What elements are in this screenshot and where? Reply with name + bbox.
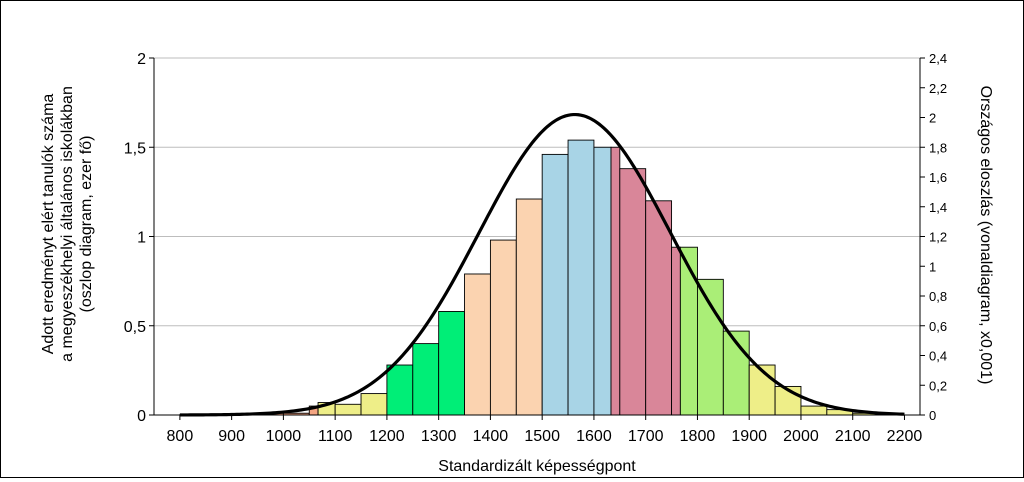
x-tick-label: 1900 [731,428,767,445]
y2-tick-label: 0 [929,408,936,423]
bar-9 [387,365,413,415]
bar-15 [542,154,568,415]
y-tick-label: 0 [137,408,146,425]
bar-22 [680,247,697,415]
y2-tick-label: 0,4 [929,349,947,364]
bar-21 [672,247,681,415]
y2-axis-title: Országos eloszlás (vonaldiagram, x0,001) [977,86,994,385]
x-tick-label: 1700 [628,428,664,445]
x-tick-label: 1400 [473,428,509,445]
y-axis-title: Adott eredményt elért tanulók száma a me… [40,86,95,362]
bar-10 [413,344,439,415]
y2-tick-label: 1 [929,259,936,274]
x-tick-label: 2000 [783,428,819,445]
y2-tick-label: 0,8 [929,289,947,304]
y-tick-label: 2 [137,51,146,68]
y-tick-label: 1 [137,230,146,247]
bar-20 [646,201,672,415]
x-tick-label: 1100 [318,428,353,445]
bar-17 [594,147,611,415]
y-axis-title-line-3: (oszlop diagram, ezer fő) [78,136,95,313]
bar-16 [568,140,594,415]
x-tick-label: 1600 [576,428,612,445]
y2-axis-title-text: Országos eloszlás (vonaldiagram, x0,001) [977,86,994,385]
y2-tick-label: 0,2 [929,378,947,393]
bars [180,140,879,415]
bar-12 [465,274,491,415]
bar-13 [490,240,516,415]
x-tick-label: 1500 [524,428,560,445]
y-tick-label: 1,5 [124,140,146,157]
y2-tick-label: 1,6 [929,170,947,185]
x-tick-label: 2200 [887,428,923,445]
y2-tick-label: 2,2 [929,81,947,96]
bar-7 [335,404,361,415]
bar-11 [439,311,465,415]
x-axis-title: Standardizált képességpont [438,458,636,475]
x-tick-label: 2100 [835,428,871,445]
bar-19 [620,169,646,415]
bar-8 [361,394,387,415]
y2-tick-label: 1,2 [929,230,947,245]
x-tick-label: 1200 [369,428,405,445]
y2-tick-label: 2,4 [929,51,947,66]
x-tick-label: 1000 [266,428,302,445]
y-axis-title-line-2: a megyeszékhelyi általános iskolákban [59,86,76,362]
y-tick-label: 0,5 [124,319,146,336]
x-tick-label: 1300 [421,428,457,445]
y2-tick-label: 2 [929,111,936,126]
bar-18 [611,147,620,415]
bar-23 [697,279,723,415]
y2-tick-label: 0,6 [929,319,947,334]
x-tick-label: 800 [167,428,194,445]
y2-tick-label: 1,4 [929,200,947,215]
bar-27 [801,406,827,415]
x-tick-label: 900 [218,428,245,445]
x-tick-label: 1800 [680,428,716,445]
y2-tick-label: 1,8 [929,140,947,155]
bar-14 [516,199,542,415]
y-axis-title-line-1: Adott eredményt elért tanulók száma [40,94,57,355]
